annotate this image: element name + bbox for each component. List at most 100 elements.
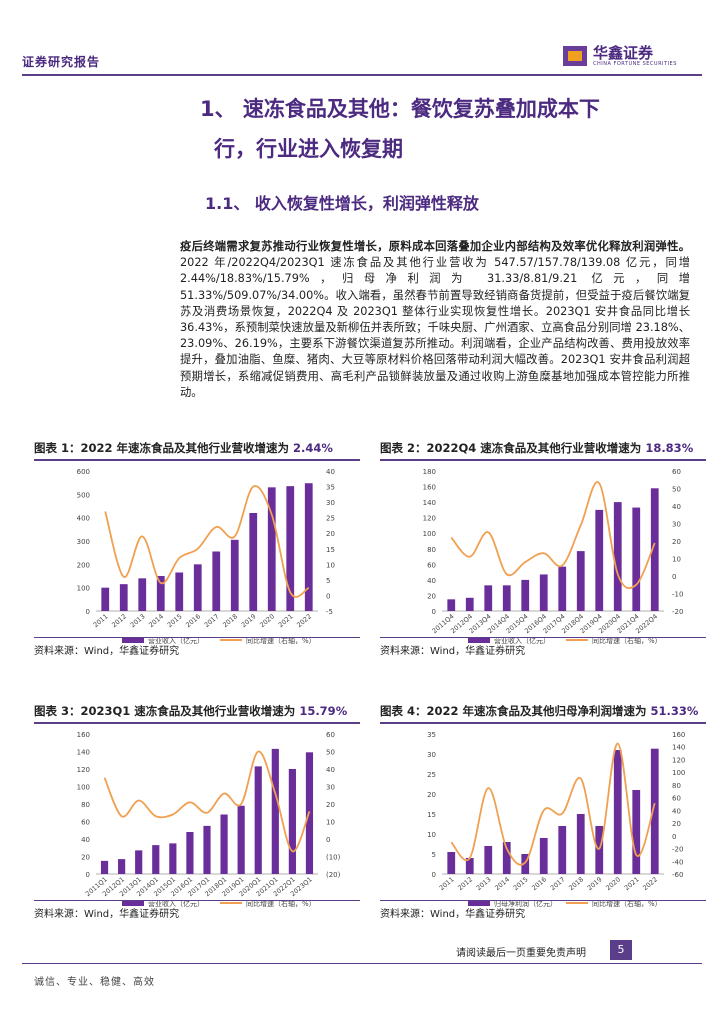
left-tick-label: 180	[423, 468, 436, 476]
right-tick-label: 20	[672, 538, 681, 546]
bar	[613, 750, 622, 874]
right-tick-label: 0	[326, 592, 330, 600]
category-label: 2011	[438, 875, 456, 892]
right-tick-label: -60	[672, 871, 683, 879]
left-tick-label: 80	[81, 801, 90, 809]
body-paragraph: 疫后终端需求复苏推动行业恢复性增长，原料成本回落叠加企业内部结构及效率优化释放利…	[180, 239, 690, 401]
bar	[254, 766, 262, 874]
figure-1: 图表 1：2022 年速冻食品及其他行业营收增速为 2.44% 600 500 40…	[34, 440, 360, 657]
left-tick-label: 600	[77, 468, 90, 476]
footer-divider	[22, 963, 702, 964]
left-tick-label: 35	[427, 731, 436, 739]
page-number: 5	[610, 940, 632, 960]
right-tick-label: -40	[672, 858, 683, 866]
category-label: 2018	[221, 612, 239, 629]
legend-line-label: 同比增速（右轴，%）	[246, 636, 316, 645]
left-tick-label: 160	[423, 484, 436, 492]
category-label: 2022	[295, 612, 313, 629]
right-tick-label: 30	[326, 499, 335, 507]
right-tick-label: 40	[672, 503, 681, 511]
bar	[484, 585, 493, 611]
category-label: 2022	[641, 875, 659, 892]
left-tick-label: 0	[432, 608, 436, 616]
bar	[502, 842, 511, 874]
category-label: 2013	[129, 612, 147, 629]
right-tick-label: 30	[672, 521, 681, 529]
bar	[138, 578, 147, 611]
bar	[288, 769, 296, 874]
paragraph-body: 2022 年/2022Q4/2023Q1 速冻食品及其他行业营收为 547.57…	[180, 256, 690, 399]
figure-2: 图表 2：2022Q4 速冻食品及其他行业营收增速为 18.83% 180 160…	[380, 440, 706, 657]
right-tick-label: 20	[326, 530, 335, 538]
section-title-line2: 行，行业进入恢复期	[214, 137, 403, 161]
left-tick-label: 120	[423, 515, 436, 523]
legend-bar-label: 归母净利润（亿元）	[494, 899, 557, 908]
left-tick-label: 100	[77, 784, 90, 792]
bar	[576, 551, 585, 611]
left-tick-label: 100	[423, 530, 436, 538]
right-tick-label: -20	[672, 846, 683, 854]
category-label: 2021	[623, 875, 641, 892]
bar	[632, 790, 641, 874]
company-logo: 华鑫证券 CHINA FORTUNE SECURITIES	[563, 45, 677, 67]
bar	[447, 599, 456, 611]
right-tick-label: 30	[326, 784, 335, 792]
logo-icon	[563, 46, 587, 66]
bar	[304, 483, 313, 611]
disclaimer-note: 请阅读最后一页重要免责声明	[456, 948, 586, 959]
figure-3-chart: 1601401201008060402006050403020100(10)(2…	[77, 731, 341, 908]
figure-4-chart: 35302520151050160140120100806040200-20-4…	[427, 731, 685, 908]
left-tick-label: 500	[77, 491, 90, 499]
left-tick-label: 200	[77, 561, 90, 569]
figure-3-source: 资料来源：Wind，华鑫证券研究	[34, 900, 360, 920]
bar	[502, 585, 511, 611]
footer-motto: 诚信、专业、稳健、高效	[34, 977, 155, 988]
legend-bar-label: 营业收入（亿元）	[494, 636, 550, 645]
right-tick-label: 0	[326, 836, 330, 844]
bar	[118, 859, 126, 874]
figure-2-source: 资料来源：Wind，华鑫证券研究	[380, 637, 706, 657]
left-tick-label: 20	[427, 592, 436, 600]
category-label: 2015	[166, 612, 184, 629]
right-tick-label: 60	[672, 468, 681, 476]
left-tick-label: 30	[427, 751, 436, 759]
right-tick-label: 60	[326, 731, 335, 739]
right-tick-label: -10	[672, 591, 683, 599]
growth-line	[103, 750, 311, 853]
legend-line-label: 同比增速（右轴，%）	[592, 899, 662, 908]
right-tick-label: 10	[672, 556, 681, 564]
bar	[650, 488, 659, 611]
bar	[212, 551, 221, 611]
right-tick-label: 20	[672, 820, 681, 828]
left-tick-label: 140	[423, 499, 436, 507]
category-label: 2014	[147, 612, 165, 629]
legend-line-label: 同比增速（右轴，%）	[592, 636, 662, 645]
category-label: 2016	[530, 875, 548, 892]
figure-1-chart: 60050040030020010004035302520151050-5201…	[77, 468, 335, 645]
bar	[249, 513, 258, 611]
category-label: 2017	[549, 875, 567, 892]
right-tick-label: 15	[326, 546, 335, 554]
category-label: 2014	[493, 875, 511, 892]
left-tick-label: 160	[77, 731, 90, 739]
figure-1-title: 图表 1：2022 年速冻食品及其他行业营收增速为 2.44%	[34, 440, 360, 461]
bar	[230, 539, 239, 611]
left-tick-label: 0	[86, 608, 90, 616]
legend-bar-swatch	[122, 901, 144, 906]
left-tick-label: 80	[427, 546, 436, 554]
right-tick-label: 40	[326, 766, 335, 774]
left-tick-label: 25	[427, 771, 436, 779]
legend-bar-label: 营业收入（亿元）	[148, 636, 204, 645]
bar	[650, 748, 659, 874]
bar	[539, 838, 548, 874]
legend-bar-label: 营业收入（亿元）	[148, 899, 204, 908]
left-tick-label: 100	[77, 585, 90, 593]
bar	[558, 566, 567, 611]
right-tick-label: 5	[326, 577, 330, 585]
growth-line	[450, 481, 656, 590]
bar	[203, 825, 211, 874]
right-tick-label: -5	[326, 608, 333, 616]
bar	[100, 860, 109, 874]
bar	[595, 826, 604, 874]
left-tick-label: 120	[77, 766, 90, 774]
